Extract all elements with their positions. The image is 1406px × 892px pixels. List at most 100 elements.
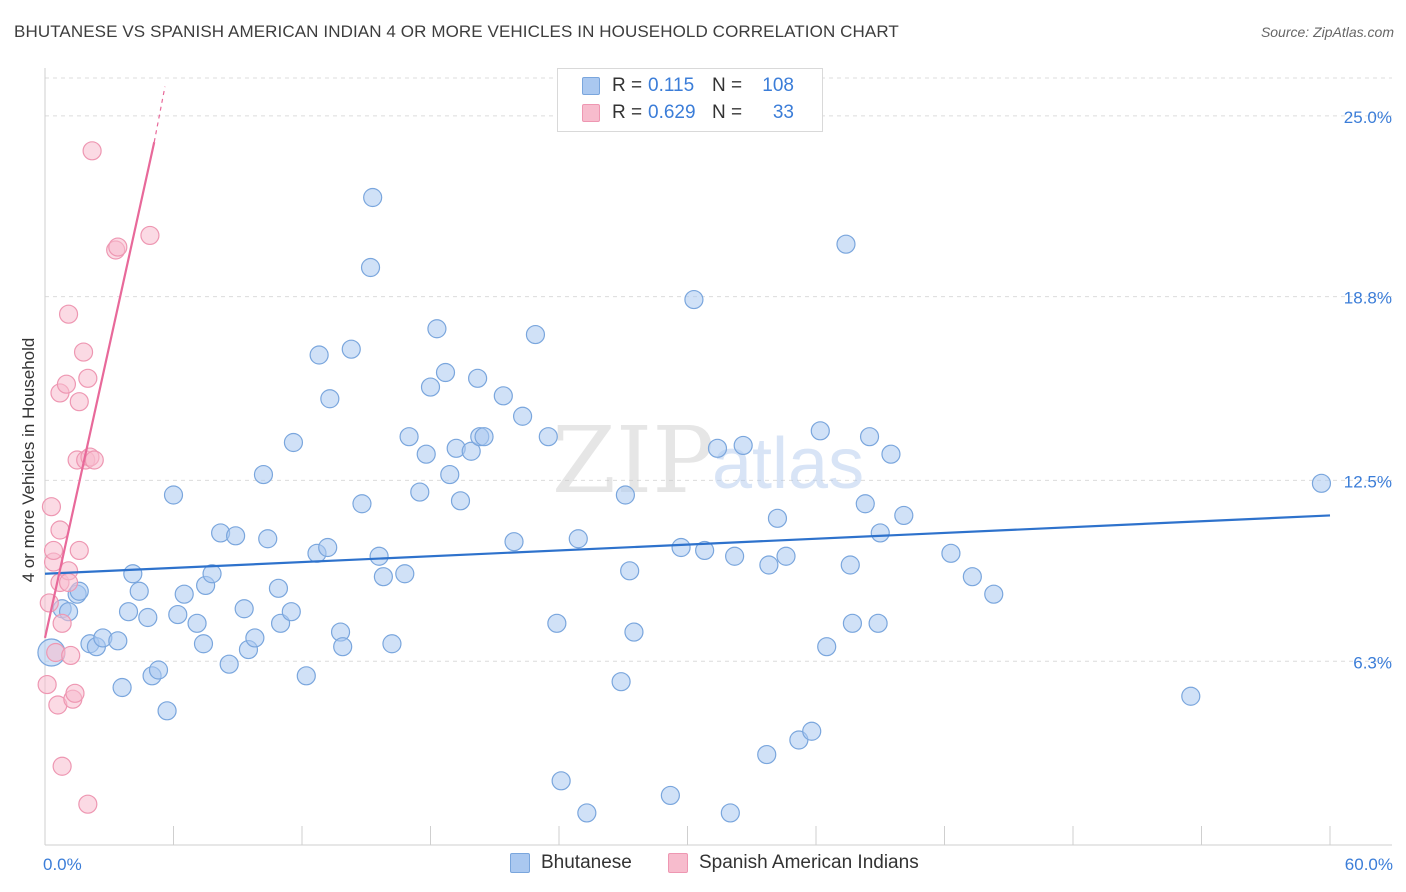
data-point	[283, 432, 304, 453]
legend-item-spanish-american-indians: Spanish American Indians	[668, 852, 919, 874]
data-point	[363, 187, 383, 208]
data-point	[671, 537, 691, 558]
data-point	[39, 593, 59, 613]
legend-r-value: 0.115	[648, 75, 695, 96]
data-point	[52, 756, 72, 776]
data-point	[108, 237, 128, 257]
data-point	[568, 529, 588, 549]
data-point	[842, 613, 863, 633]
data-point	[776, 546, 796, 566]
x-tick-label: 60.0%	[1345, 855, 1393, 874]
data-point	[138, 607, 158, 628]
data-point	[733, 435, 753, 456]
y-tick-label: 18.8%	[1344, 289, 1392, 308]
data-point	[840, 555, 860, 575]
data-point	[78, 368, 98, 388]
legend-label-spanish-american-indians: Spanish American Indians	[699, 852, 919, 873]
data-point	[341, 339, 361, 359]
data-point	[1181, 686, 1201, 706]
data-point	[148, 660, 169, 680]
series-spanish-american-indians	[37, 141, 160, 814]
data-point	[168, 604, 188, 625]
data-point	[202, 564, 222, 584]
data-point	[41, 497, 62, 517]
data-point	[538, 427, 558, 447]
data-point	[118, 602, 139, 622]
data-point	[881, 444, 901, 464]
data-point	[624, 622, 644, 642]
data-point	[226, 526, 246, 546]
trend-lines	[43, 86, 1331, 639]
data-point	[43, 540, 64, 561]
data-point	[894, 505, 914, 526]
data-point	[427, 319, 447, 339]
data-point	[420, 377, 441, 397]
trend-line-spanish-american-indians	[43, 141, 156, 639]
data-point	[163, 485, 184, 505]
legend-r-label: R =	[612, 102, 643, 123]
data-point	[577, 803, 597, 823]
data-point	[373, 567, 393, 587]
data-point	[684, 289, 704, 310]
legend-n-value: 108	[762, 75, 794, 96]
legend-n-label: N =	[712, 102, 743, 123]
data-point	[123, 564, 143, 584]
data-point	[547, 613, 567, 633]
data-point	[61, 645, 81, 666]
data-point	[695, 540, 715, 561]
data-point	[868, 613, 888, 633]
data-point	[759, 555, 779, 575]
data-point	[395, 564, 415, 584]
data-point	[245, 628, 265, 648]
data-point	[836, 234, 856, 254]
legend-swatch-pink	[582, 104, 600, 122]
data-point	[108, 631, 128, 651]
legend-swatch-pink	[668, 853, 688, 873]
data-point	[268, 578, 289, 598]
data-point	[129, 581, 149, 601]
y-tick-label: 12.5%	[1344, 472, 1392, 491]
data-point	[234, 599, 254, 619]
series-legend: Bhutanese Spanish American Indians	[0, 852, 1406, 876]
x-tick-label: 0.0%	[43, 855, 82, 874]
data-point	[112, 677, 132, 698]
data-point	[941, 543, 961, 563]
y-axis-label: 4 or more Vehicles in Household	[19, 338, 38, 583]
data-point	[193, 634, 214, 654]
data-point	[817, 637, 837, 657]
data-point	[757, 744, 777, 765]
data-point	[52, 613, 72, 633]
series-bhutanese	[37, 187, 1332, 823]
data-point	[416, 444, 436, 464]
legend-r-value: 0.629	[648, 102, 696, 123]
data-point	[870, 523, 890, 543]
data-point	[318, 537, 338, 558]
data-point	[296, 666, 316, 686]
data-point	[382, 634, 402, 654]
data-point	[58, 304, 79, 324]
chart-title: BHUTANESE VS SPANISH AMERICAN INDIAN 4 O…	[14, 22, 899, 41]
data-point	[551, 771, 571, 791]
data-point	[58, 572, 79, 593]
data-point	[660, 785, 680, 806]
y-tick-label: 25.0%	[1344, 108, 1392, 127]
gridlines	[45, 77, 1392, 662]
trend-line-bhutanese	[44, 514, 1331, 575]
data-point	[410, 482, 430, 502]
data-point	[73, 342, 94, 362]
data-point	[352, 494, 372, 514]
data-point	[720, 803, 740, 823]
legend-n-label: N =	[712, 75, 743, 96]
data-point	[493, 386, 513, 406]
data-point	[174, 584, 194, 604]
data-point	[320, 389, 340, 409]
stats-legend: R = 0.115 N = 108 R = 0.629 N = 33	[557, 68, 823, 132]
data-point	[962, 567, 982, 587]
data-point	[399, 427, 419, 447]
data-point	[219, 654, 239, 674]
data-point	[56, 374, 77, 394]
data-point	[620, 561, 640, 581]
data-point	[360, 257, 381, 278]
data-point	[468, 368, 488, 388]
data-point	[1311, 473, 1332, 493]
